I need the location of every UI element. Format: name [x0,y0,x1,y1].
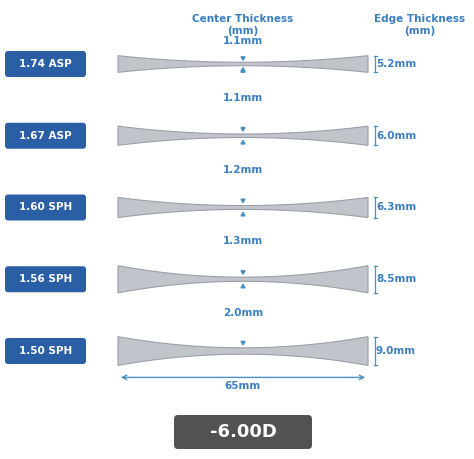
FancyBboxPatch shape [5,123,86,149]
Text: 1.67 ASP: 1.67 ASP [19,131,72,141]
Polygon shape [241,68,245,71]
Text: 6.3mm: 6.3mm [376,202,416,213]
Text: 1.56 SPH: 1.56 SPH [19,274,72,284]
Polygon shape [241,284,245,288]
Polygon shape [241,69,245,72]
Text: 1.74 ASP: 1.74 ASP [19,59,72,69]
Text: 1.1mm: 1.1mm [223,93,263,103]
Text: 8.5mm: 8.5mm [376,274,416,284]
FancyBboxPatch shape [5,195,86,220]
Polygon shape [118,266,368,293]
Polygon shape [241,213,245,216]
Text: 65mm: 65mm [225,381,261,392]
Text: 1.60 SPH: 1.60 SPH [19,202,72,213]
FancyBboxPatch shape [174,415,312,449]
FancyBboxPatch shape [5,51,86,77]
Text: 5.2mm: 5.2mm [376,59,416,69]
Polygon shape [241,271,245,274]
Text: 1.50 SPH: 1.50 SPH [19,346,72,356]
Text: -6.00D: -6.00D [210,423,276,441]
Text: Edge Thickness
(mm): Edge Thickness (mm) [374,14,465,36]
Polygon shape [241,140,245,144]
Polygon shape [241,57,245,60]
Text: 6.0mm: 6.0mm [376,131,416,141]
Polygon shape [118,197,368,218]
Text: Center Thickness
(mm): Center Thickness (mm) [192,14,293,36]
Text: 1.3mm: 1.3mm [223,236,263,246]
Polygon shape [241,341,245,345]
FancyBboxPatch shape [5,266,86,292]
Text: 1.1mm: 1.1mm [223,36,263,46]
Text: 1.2mm: 1.2mm [223,164,263,174]
Polygon shape [241,128,245,131]
Polygon shape [241,199,245,202]
Polygon shape [118,56,368,73]
Text: 2.0mm: 2.0mm [223,308,263,318]
Text: 9.0mm: 9.0mm [376,346,416,356]
Polygon shape [118,336,368,365]
FancyBboxPatch shape [5,338,86,364]
Polygon shape [118,126,368,146]
